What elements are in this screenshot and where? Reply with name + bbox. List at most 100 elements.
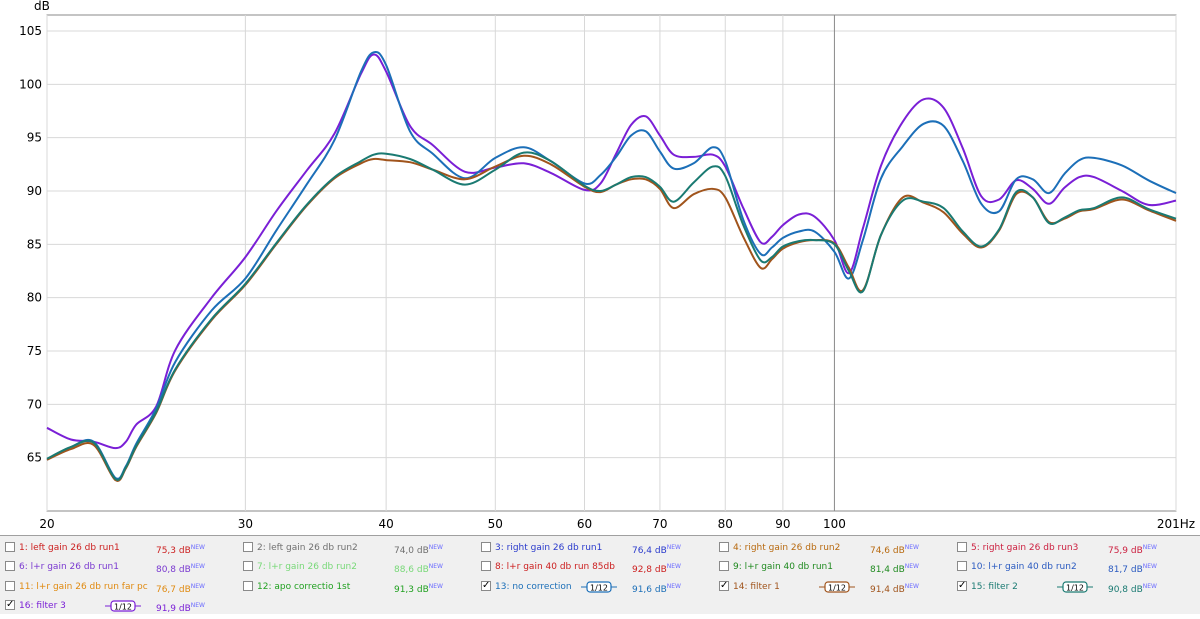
series-line [46, 53, 1177, 450]
y-tick-label: 65 [27, 451, 42, 465]
legend-value: 91,3 dBNEW [393, 583, 443, 595]
x-tick-label: 70 [652, 517, 667, 531]
legend-label: 15: filter 2 [971, 582, 1018, 592]
legend-label: 16: filter 3 [19, 601, 66, 611]
x-tick-label: 80 [718, 517, 733, 531]
legend-checkbox[interactable] [5, 581, 15, 591]
legend-item[interactable]: 2: left gain 26 db run2 74,0 dBNEW [243, 539, 473, 557]
smoothing-icon[interactable]: 1/12 [1057, 581, 1093, 593]
legend-item[interactable]: 10: l+r gain 40 db run2 81,7 dBNEW [957, 558, 1187, 576]
y-tick-label: 90 [27, 184, 42, 198]
legend-checkbox[interactable] [957, 542, 967, 552]
legend-checkbox[interactable] [5, 596, 15, 614]
legend-value: 74,6 dBNEW [869, 544, 919, 556]
legend-checkbox[interactable] [481, 577, 491, 595]
legend-value: 80,8 dBNEW [155, 563, 205, 575]
legend-label: 7: l+r gain 26 db run2 [257, 562, 357, 572]
y-tick-label: 100 [19, 77, 42, 91]
svg-text:1/12: 1/12 [114, 603, 132, 612]
legend-label: 12: apo correctio 1st [257, 582, 351, 592]
y-tick-label: 70 [27, 397, 42, 411]
legend-label: 14: filter 1 [733, 582, 780, 592]
x-tick-label: 201Hz [1157, 517, 1195, 531]
y-axis-label: dB [34, 0, 50, 13]
legend-item[interactable]: 8: l+r gain 40 db run 85db 92,8 dBNEW [481, 558, 711, 576]
legend-checkbox[interactable] [5, 561, 15, 571]
legend-item[interactable]: 12: apo correctio 1st 91,3 dBNEW [243, 578, 473, 596]
legend-item[interactable]: 7: l+r gain 26 db run2 88,6 dBNEW [243, 558, 473, 576]
legend-checkbox[interactable] [5, 542, 15, 552]
x-tick-label: 50 [488, 517, 503, 531]
legend-item[interactable]: 16: filter 3 1/12 91,9 dBNEW [5, 596, 235, 615]
y-tick-label: 105 [19, 24, 42, 38]
svg-text:1/12: 1/12 [590, 584, 608, 593]
legend-checkbox[interactable] [481, 561, 491, 571]
legend-value: 91,6 dBNEW [631, 583, 681, 595]
legend-label: 1: left gain 26 db run1 [19, 543, 120, 553]
x-tick-label: 60 [577, 517, 592, 531]
legend-item[interactable]: 13: no correction 1/12 91,6 dBNEW [481, 577, 711, 596]
y-tick-label: 85 [27, 237, 42, 251]
legend-checkbox[interactable] [243, 542, 253, 552]
svg-text:1/12: 1/12 [1066, 584, 1084, 593]
legend-label: 4: right gain 26 db run2 [733, 543, 841, 553]
legend-checkbox[interactable] [719, 577, 729, 595]
legend-value: 91,4 dBNEW [869, 583, 919, 595]
y-tick-label: 95 [27, 131, 42, 145]
legend-value: 90,8 dBNEW [1107, 583, 1157, 595]
legend-value: 81,4 dBNEW [869, 563, 919, 575]
legend-value: 76,7 dBNEW [155, 583, 205, 595]
legend-value: 75,9 dBNEW [1107, 544, 1157, 556]
frequency-response-chart[interactable]: 65 70 75 80 85 90 95 100 105 20 30 40 50 60 70 80 90 100… [0, 0, 1200, 535]
svg-text:1/12: 1/12 [828, 584, 846, 593]
smoothing-icon[interactable]: 1/12 [105, 600, 141, 612]
legend-item[interactable]: 1: left gain 26 db run1 75,3 dBNEW [5, 539, 235, 557]
legend-item[interactable]: 5: right gain 26 db run3 75,9 dBNEW [957, 539, 1187, 557]
legend-label: 3: right gain 26 db run1 [495, 543, 603, 553]
x-tick-label: 40 [378, 517, 393, 531]
y-axis: 65 70 75 80 85 90 95 100 105 [19, 24, 42, 465]
legend-value: 76,4 dBNEW [631, 544, 681, 556]
legend-checkbox[interactable] [481, 542, 491, 552]
y-tick-label: 75 [27, 344, 42, 358]
legend-item[interactable]: 6: l+r gain 26 db run1 80,8 dBNEW [5, 558, 235, 576]
legend-value: 91,9 dBNEW [155, 602, 205, 614]
x-axis: 20 30 40 50 60 70 80 90 100 201Hz [39, 517, 1195, 531]
legend-item[interactable]: 15: filter 2 1/12 90,8 dBNEW [957, 577, 1187, 596]
x-tick-label: 30 [238, 517, 253, 531]
y-tick-label: 80 [27, 291, 42, 305]
legend-label: 8: l+r gain 40 db run 85db [495, 562, 615, 572]
x-tick-label: 90 [775, 517, 790, 531]
legend-item[interactable]: 4: right gain 26 db run2 74,6 dBNEW [719, 539, 949, 557]
legend-panel: 1: left gain 26 db run1 75,3 dBNEW 2: left… [0, 535, 1200, 614]
legend-label: 11: l+r gain 26 db run far pc [19, 582, 148, 592]
legend-checkbox[interactable] [243, 581, 253, 591]
legend-checkbox[interactable] [719, 542, 729, 552]
legend-label: 13: no correction [495, 582, 572, 592]
legend-checkbox[interactable] [957, 577, 967, 595]
legend-value: 74,0 dBNEW [393, 544, 443, 556]
smoothing-icon[interactable]: 1/12 [581, 581, 617, 593]
series-line [46, 151, 1177, 481]
legend-value: 81,7 dBNEW [1107, 563, 1157, 575]
legend-value: 75,3 dBNEW [155, 544, 205, 556]
legend-item[interactable]: 9: l+r gain 40 db run1 81,4 dBNEW [719, 558, 949, 576]
legend-checkbox[interactable] [243, 561, 253, 571]
legend-checkbox[interactable] [719, 561, 729, 571]
legend-item[interactable]: 14: filter 1 1/12 91,4 dBNEW [719, 577, 949, 596]
legend-value: 92,8 dBNEW [631, 563, 681, 575]
grid [46, 15, 1177, 511]
legend-label: 6: l+r gain 26 db run1 [19, 562, 119, 572]
x-tick-label: 100 [823, 517, 846, 531]
legend-item[interactable]: 11: l+r gain 26 db run far pc 76,7 dBNEW [5, 578, 235, 596]
series-line [46, 51, 1177, 480]
plot-area[interactable] [46, 14, 1177, 512]
smoothing-icon[interactable]: 1/12 [819, 581, 855, 593]
legend-value: 88,6 dBNEW [393, 563, 443, 575]
series-layer [46, 51, 1177, 482]
legend-label: 5: right gain 26 db run3 [971, 543, 1079, 553]
legend-item[interactable]: 3: right gain 26 db run1 76,4 dBNEW [481, 539, 711, 557]
legend-label: 2: left gain 26 db run2 [257, 543, 358, 553]
legend-checkbox[interactable] [957, 561, 967, 571]
legend-label: 9: l+r gain 40 db run1 [733, 562, 833, 572]
